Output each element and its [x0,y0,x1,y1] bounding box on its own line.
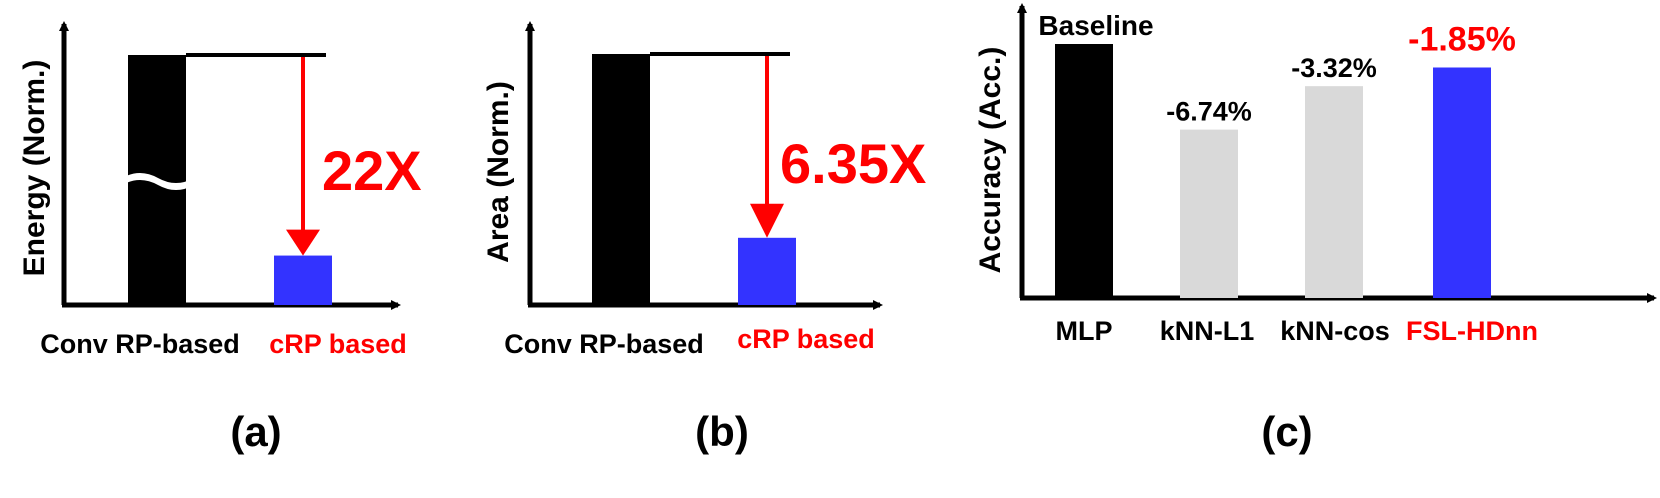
bars-group: 22X [122,53,422,305]
bar-knn-l1 [1180,129,1238,298]
ratio-arrow-head [750,203,784,238]
bars-group: 6.35X [592,52,926,305]
bar-crp [738,237,796,305]
bar-crp [274,255,332,305]
ratio-arrow-head [286,229,320,256]
bar-value-label: -1.85% [1408,20,1516,58]
tick-label-crp: cRP based [737,324,875,354]
panel-a: Energy (Norm.) 22X Conv RP-based cRP bas… [18,21,422,455]
tick-label-mlp: MLP [1056,316,1113,346]
bars-group: Baseline -6.74% -3.32% -1.85% [1038,10,1516,299]
panel-caption: (c) [1261,408,1312,455]
ratio-annotation: 22X [322,139,422,202]
bar-value-label: -3.32% [1291,53,1377,83]
bar-conv-rp [592,54,650,305]
tick-label-fsl-hdnn: FSL-HDnn [1406,316,1538,346]
tick-label-conv-rp: Conv RP-based [504,329,704,359]
y-axis-label: Energy (Norm.) [18,60,51,277]
tick-label-knn-l1: kNN-L1 [1160,316,1255,346]
tick-label-knn-cos: kNN-cos [1280,316,1390,346]
ratio-annotation: 6.35X [780,132,926,195]
panel-b: Area (Norm.) 6.35X Conv RP-based cRP bas… [482,21,926,455]
axis-break-mark [122,173,194,190]
y-axis-label: Area (Norm.) [482,81,515,263]
bar-fsl-hdnn [1433,67,1491,299]
bar-mlp [1055,44,1113,298]
panel-c: Accuracy (Acc.) Baseline -6.74% -3.32% -1.8… [974,3,1657,455]
panel-caption: (b) [695,408,749,455]
bar-knn-cos [1305,86,1363,298]
tick-label-conv-rp: Conv RP-based [40,329,240,359]
panel-caption: (a) [230,408,281,455]
y-axis-label: Accuracy (Acc.) [974,47,1007,274]
tick-label-crp: cRP based [269,329,407,359]
bar-value-label: -6.74% [1166,97,1252,127]
bar-value-label: Baseline [1038,10,1153,41]
